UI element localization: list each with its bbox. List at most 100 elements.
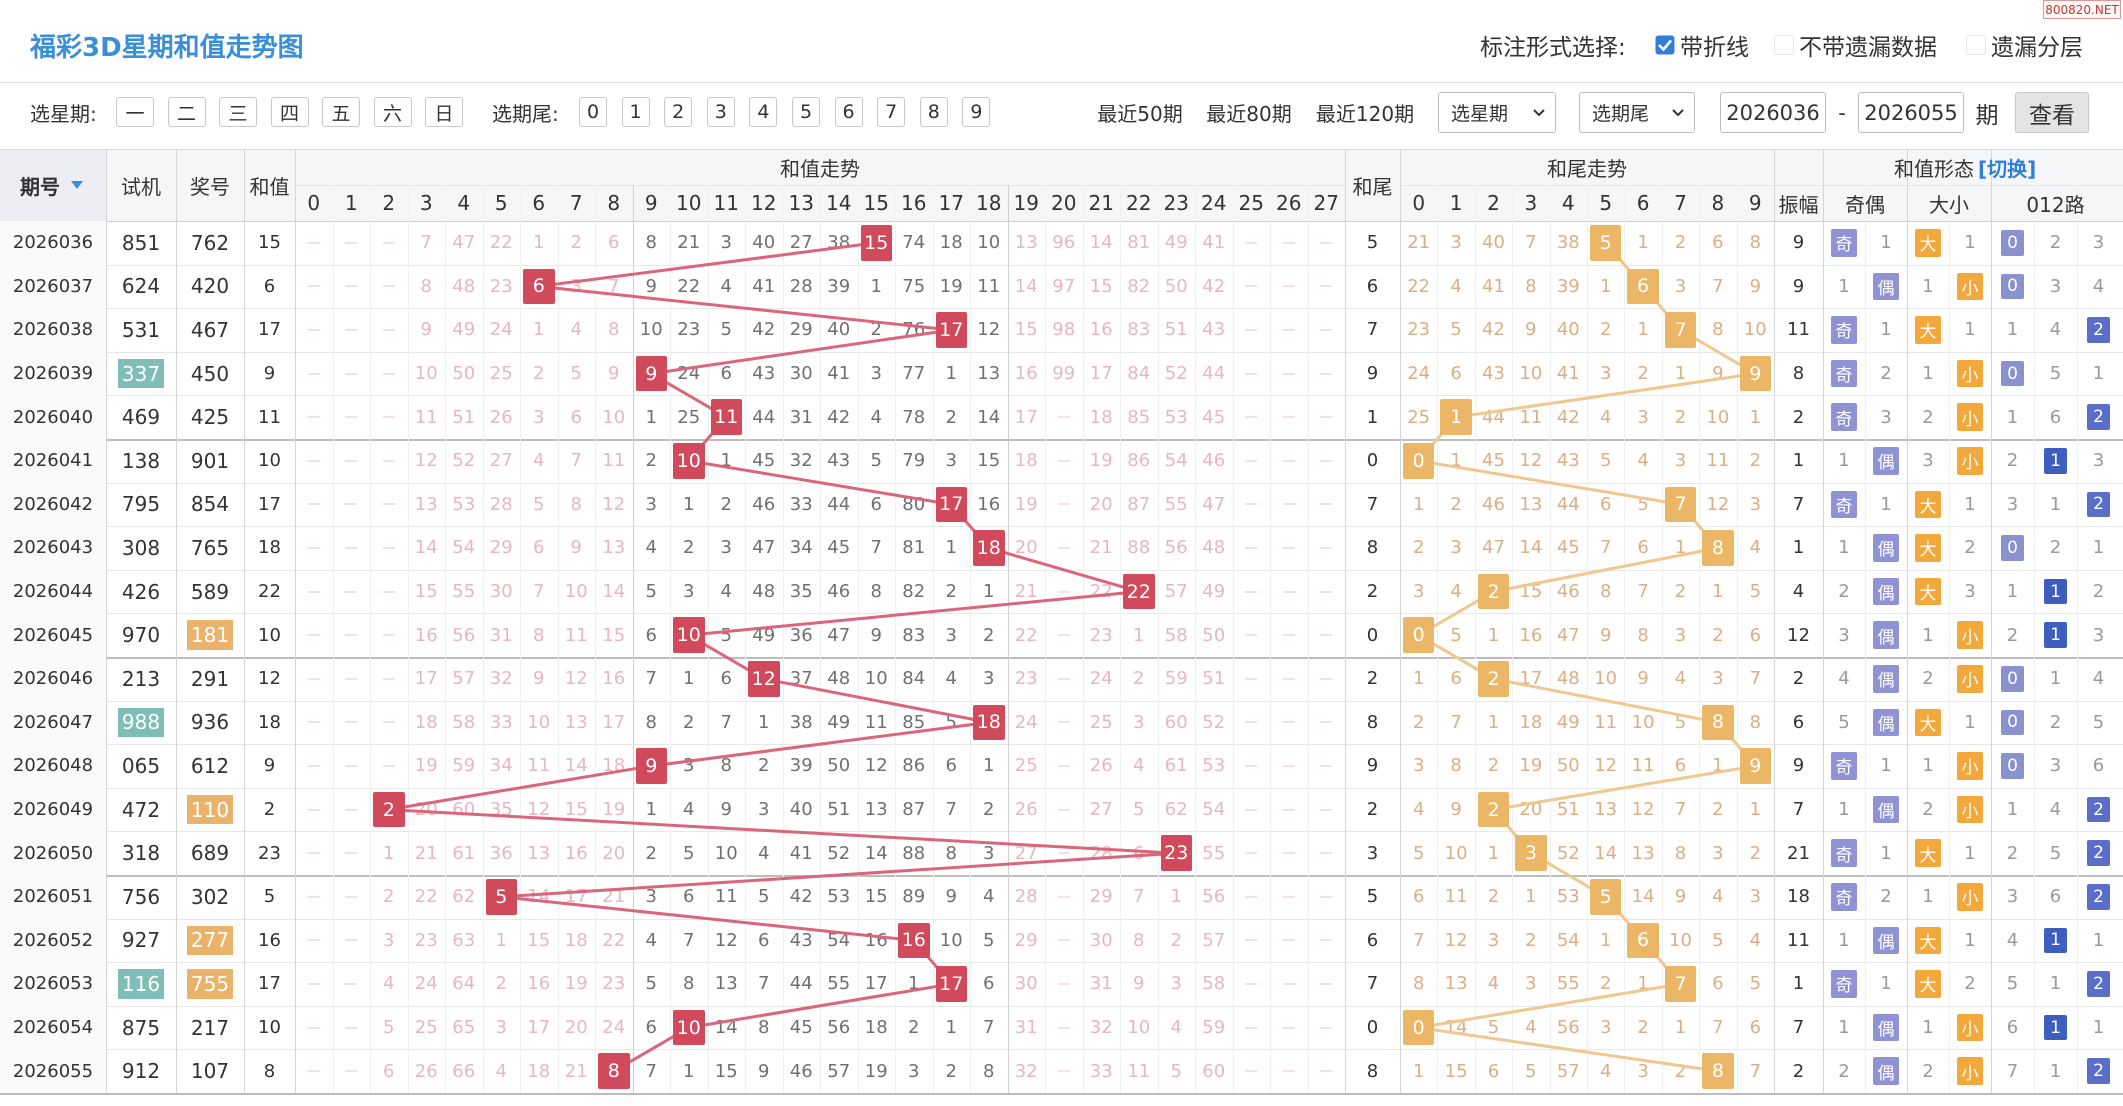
sum-value: 23 — [258, 842, 281, 864]
tail-button[interactable]: 8 — [919, 97, 948, 127]
big-small-omission: 2 — [1922, 668, 1934, 690]
empty-omission — [382, 547, 395, 549]
sum-omission: 99 — [1052, 363, 1076, 385]
tail-button[interactable]: 7 — [877, 97, 906, 127]
weekday-button[interactable]: 二 — [167, 97, 206, 127]
tail-omission: 44 — [1556, 493, 1580, 515]
tail-button[interactable]: 1 — [621, 97, 650, 127]
recent-link[interactable]: 最近50期 — [1097, 101, 1183, 126]
sum-value: 18 — [258, 711, 281, 733]
amplitude-value: 11 — [1787, 319, 1810, 341]
tail-value: 8 — [1366, 711, 1379, 733]
weekday-button[interactable]: 四 — [270, 97, 309, 127]
sum-omission: 3 — [1170, 973, 1182, 995]
tail-hit: 9 — [1739, 355, 1771, 392]
tail-omission: 1 — [1712, 755, 1724, 777]
sum-omission: 31 — [1089, 973, 1113, 995]
column-header[interactable]: 期号 — [20, 174, 60, 199]
sum-omission: 5 — [645, 581, 657, 603]
sum-omission: 13 — [527, 842, 551, 864]
weekday-button[interactable]: 一 — [116, 97, 154, 127]
sum-omission: 49 — [752, 624, 776, 646]
route-omission: 1 — [2092, 929, 2105, 951]
sum-omission: 11 — [602, 450, 626, 472]
tail-omission: 42 — [1556, 406, 1580, 428]
weekday-button[interactable]: 六 — [373, 97, 412, 127]
weekday-button[interactable]: 日 — [425, 97, 463, 127]
option-label[interactable]: 带折线 — [1680, 35, 1749, 61]
checkbox[interactable] — [1655, 35, 1675, 55]
select-arrow[interactable] — [1671, 107, 1685, 119]
empty-omission — [307, 1026, 320, 1029]
tail-value: 2 — [1366, 668, 1379, 690]
draw-number: 420 — [190, 274, 230, 299]
option-label[interactable]: 不带遗漏数据 — [1799, 35, 1937, 61]
empty-omission — [1320, 765, 1333, 767]
to-input[interactable]: 2026055 — [1858, 92, 1964, 133]
column-header: 试机 — [121, 174, 161, 199]
sum-omission: 55 — [1202, 842, 1226, 864]
weekday-button[interactable]: 三 — [219, 97, 257, 127]
sum-omission: 14 — [414, 537, 438, 559]
toggle-link[interactable]: [切换] — [1978, 156, 2037, 181]
sum-hit: 10 — [673, 443, 705, 479]
tail-button[interactable]: 4 — [749, 97, 778, 127]
tail-omission: 51 — [1556, 799, 1580, 821]
tail-omission: 3 — [1599, 363, 1612, 385]
draw-number: 107 — [190, 1059, 230, 1084]
draw-number: 762 — [190, 230, 230, 255]
test-number: 531 — [121, 317, 161, 342]
tail-omission: 44 — [1482, 406, 1505, 428]
empty-omission — [307, 634, 320, 637]
sum-value: 10 — [258, 450, 281, 472]
sum-omission: 11 — [714, 886, 738, 908]
tail-omission: 7 — [1749, 1060, 1762, 1082]
sum-column-header: 26 — [1276, 191, 1302, 215]
tail-omission: 2 — [1712, 799, 1724, 821]
weekday-button[interactable]: 五 — [322, 97, 360, 127]
route-omission: 4 — [2006, 929, 2019, 951]
empty-omission — [1245, 241, 1258, 244]
recent-link[interactable]: 最近120期 — [1315, 101, 1415, 126]
tail-button[interactable]: 3 — [706, 97, 735, 127]
empty-omission — [1282, 1070, 1295, 1073]
option-label[interactable]: 遗漏分层 — [1991, 35, 2083, 61]
view-button[interactable]: 查看 — [2015, 92, 2089, 133]
route-omission: 3 — [2092, 450, 2105, 472]
tail-omission: 13 — [1444, 973, 1468, 995]
sum-omission: 15 — [1089, 275, 1113, 297]
from-input[interactable]: 2026036 — [1720, 92, 1826, 133]
tail-value: 7 — [1366, 319, 1379, 341]
tail-button[interactable]: 9 — [962, 97, 991, 127]
checkbox[interactable] — [1966, 35, 1986, 55]
period: 2026054 — [0, 1005, 106, 1050]
empty-omission — [307, 1070, 320, 1073]
tail-button[interactable]: 0 — [579, 97, 607, 127]
select-arrow[interactable] — [1532, 107, 1546, 119]
sum-omission: 45 — [752, 450, 776, 472]
sort-arrow[interactable] — [70, 180, 84, 190]
tail-column-header: 1 — [1449, 191, 1463, 215]
recent-link[interactable]: 最近80期 — [1206, 101, 1292, 126]
tail-omission: 6 — [1450, 668, 1462, 690]
amplitude-value: 2 — [1792, 668, 1805, 690]
sum-omission: 24 — [414, 973, 438, 995]
tail-button[interactable]: 2 — [664, 97, 693, 127]
sum-omission: 39 — [827, 275, 851, 297]
route-hit: 2 — [2087, 884, 2110, 910]
sum-omission: 18 — [939, 232, 963, 254]
sum-omission: 74 — [902, 232, 926, 254]
tail-omission: 5 — [1599, 450, 1612, 472]
sum-omission: 6 — [758, 929, 770, 951]
tail-button[interactable]: 6 — [834, 97, 863, 127]
tail-omission: 9 — [1525, 319, 1537, 341]
checkbox[interactable] — [1774, 35, 1794, 55]
sum-omission: 35 — [489, 799, 513, 821]
empty-omission — [1245, 547, 1258, 549]
empty-omission — [1282, 547, 1295, 549]
sum-omission: 50 — [827, 755, 851, 777]
tail-button[interactable]: 5 — [792, 97, 820, 127]
sum-omission: 6 — [1133, 842, 1145, 864]
tail-omission: 15 — [1519, 581, 1543, 603]
tail-omission: 10 — [1706, 406, 1730, 428]
